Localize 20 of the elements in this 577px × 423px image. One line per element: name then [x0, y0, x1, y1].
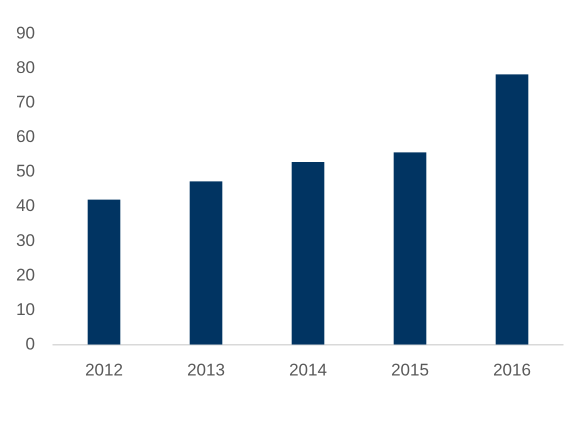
bar [394, 152, 426, 345]
y-tick-label: 10 [16, 300, 35, 319]
x-tick-label: 2014 [289, 360, 327, 380]
y-tick-label: 30 [16, 230, 35, 250]
y-tick-label: 40 [16, 196, 35, 216]
bar [88, 200, 120, 345]
bar [292, 162, 324, 345]
y-tick-label: 60 [16, 127, 35, 146]
bar [496, 74, 528, 345]
y-tick-label: 70 [16, 92, 35, 112]
y-tick-label: 90 [16, 24, 35, 43]
y-tick-label: 50 [16, 162, 35, 181]
x-tick-label: 2015 [391, 360, 429, 380]
x-tick-label: 2013 [187, 360, 225, 380]
y-tick-label: 80 [16, 58, 35, 78]
y-tick-label: 0 [26, 334, 35, 354]
x-tick-label: 2016 [493, 360, 531, 380]
y-tick-label: 20 [16, 265, 35, 284]
bar [190, 181, 222, 345]
x-tick-label: 2012 [85, 360, 123, 380]
